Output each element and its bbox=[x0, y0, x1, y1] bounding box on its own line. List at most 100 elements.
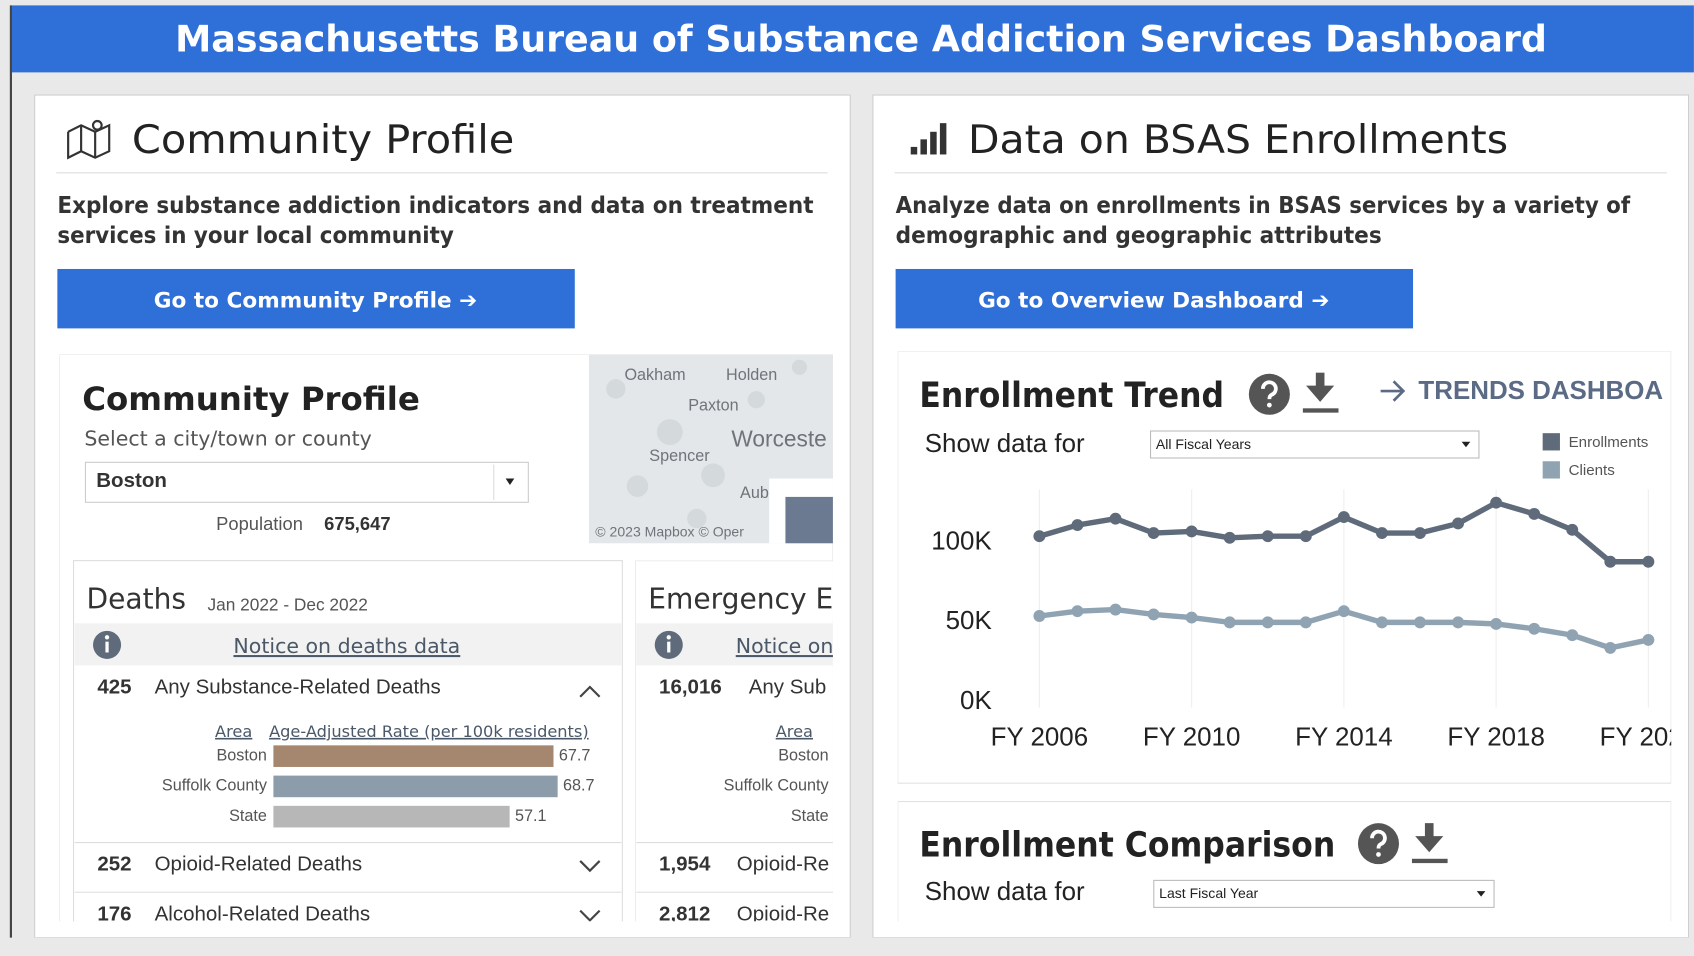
enrollment-comparison: Enrollment Comparison Show data for Last… bbox=[919, 823, 1495, 908]
dashboard-link[interactable]: TRENDS DASHBOA bbox=[1418, 377, 1663, 405]
panel-title: Data on BSAS Enrollments bbox=[968, 118, 1508, 163]
button-label[interactable]: Go to Community Profile ➔ bbox=[154, 288, 477, 313]
x-tick-label: FY 2018 bbox=[1447, 724, 1544, 752]
bar bbox=[273, 775, 558, 798]
download-icon[interactable] bbox=[1302, 372, 1339, 413]
series-point bbox=[1109, 512, 1122, 525]
comparison-card bbox=[897, 800, 1672, 922]
series-point bbox=[1223, 616, 1236, 629]
item-label: Any Sub bbox=[749, 676, 827, 699]
header-title: Massachusetts Bureau of Substance Addict… bbox=[175, 18, 1547, 61]
chevron-up[interactable] bbox=[579, 685, 601, 698]
panel-title: Community Profile bbox=[132, 118, 514, 163]
dropdown-caret[interactable] bbox=[505, 478, 515, 486]
filter-dropdown[interactable] bbox=[1150, 430, 1480, 459]
filter-dropdown[interactable] bbox=[1153, 879, 1495, 908]
view-title: Enrollment Trend bbox=[919, 376, 1224, 416]
button[interactable] bbox=[57, 268, 575, 329]
map-place: Oakham bbox=[624, 366, 685, 384]
notice-link[interactable]: Notice on bbox=[736, 634, 834, 658]
series-point bbox=[1109, 603, 1122, 616]
map-place: Holden bbox=[726, 366, 777, 384]
series-point bbox=[1299, 530, 1312, 543]
series-point bbox=[1414, 616, 1426, 629]
dropdown-value[interactable]: Boston bbox=[96, 469, 167, 492]
series-point bbox=[1223, 531, 1236, 544]
series-point bbox=[1566, 523, 1579, 536]
x-tick-label: FY 2010 bbox=[1143, 724, 1240, 752]
series-point bbox=[1490, 618, 1503, 630]
bar-label: Boston bbox=[778, 746, 828, 764]
series-point bbox=[1071, 605, 1084, 618]
notice-row bbox=[74, 623, 622, 666]
bar-label: State bbox=[791, 807, 829, 825]
item-label: Opioid-Re bbox=[737, 902, 829, 925]
filter-value[interactable]: Last Fiscal Year bbox=[1159, 885, 1258, 901]
community-preview: Community Profile Select a city/town or … bbox=[59, 354, 850, 925]
series-point bbox=[1071, 519, 1084, 531]
bars-icon bbox=[910, 123, 947, 155]
map-place: Aub bbox=[740, 484, 769, 502]
bar-label: Boston bbox=[217, 746, 267, 764]
y-tick-label: 0K bbox=[960, 687, 992, 715]
item-count: 425 bbox=[97, 676, 131, 699]
map-texture bbox=[606, 359, 808, 529]
preview-prompt: Select a city/town or county bbox=[84, 427, 371, 451]
series-point bbox=[1528, 622, 1541, 635]
series-point bbox=[1566, 629, 1579, 642]
series-point bbox=[1604, 555, 1617, 568]
item-count: 1,954 bbox=[659, 853, 711, 876]
dropdown-caret[interactable] bbox=[1461, 441, 1471, 448]
series-point bbox=[1375, 527, 1388, 539]
bar-value: 67.7 bbox=[559, 746, 591, 764]
bar-value: 57.1 bbox=[515, 807, 547, 825]
column-header[interactable]: Age-Adjusted Rate (per 100k residents) bbox=[269, 722, 589, 741]
map-place: Paxton bbox=[688, 396, 738, 414]
bar-label: Suffolk County bbox=[724, 777, 830, 795]
population-value: 675,647 bbox=[324, 513, 390, 534]
help-icon[interactable] bbox=[1248, 373, 1290, 415]
column-header[interactable]: Area bbox=[776, 722, 813, 741]
button-label[interactable]: Go to Overview Dashboard ➔ bbox=[978, 288, 1329, 313]
bar-label: State bbox=[229, 807, 267, 825]
bar bbox=[273, 745, 554, 767]
series-point bbox=[1642, 633, 1655, 646]
bar-value: 68.7 bbox=[563, 777, 595, 795]
button[interactable] bbox=[895, 268, 1414, 329]
item-label: Any Substance-Related Deaths bbox=[155, 676, 441, 699]
item-label: Alcohol-Related Deaths bbox=[155, 902, 371, 925]
filter-label: Show data for bbox=[925, 430, 1085, 458]
help-icon[interactable] bbox=[1357, 823, 1399, 865]
map: Oakham Holden Paxton Worceste Spencer Au… bbox=[588, 354, 833, 544]
x-tick-label: FY 2014 bbox=[1295, 724, 1392, 752]
item-label: Opioid-Re bbox=[737, 853, 829, 876]
rate-bars: Boston 67.7 Suffolk County 68.7 State 57.1 bbox=[162, 745, 595, 828]
download-icon[interactable] bbox=[1411, 823, 1448, 864]
notice-link[interactable]: Notice on deaths data bbox=[233, 634, 460, 658]
panel-description: Explore substance addiction indicators a… bbox=[57, 193, 813, 219]
legend-label: Enrollments bbox=[1569, 434, 1649, 451]
series-point bbox=[1528, 507, 1541, 520]
city-dropdown[interactable] bbox=[84, 461, 529, 503]
deaths-items: 425 Any Substance-Related Deaths 252 Opioid… bbox=[74, 676, 622, 925]
filter-value[interactable]: All Fiscal Years bbox=[1156, 436, 1251, 452]
series-point bbox=[1414, 527, 1426, 539]
item-count: 176 bbox=[97, 902, 131, 925]
item-count: 2,812 bbox=[659, 902, 710, 925]
dropdown-caret[interactable] bbox=[1476, 891, 1486, 897]
link-arrow[interactable] bbox=[1380, 380, 1406, 402]
x-tick-label: FY 2022 bbox=[1600, 724, 1694, 752]
chevron-down bbox=[579, 860, 601, 873]
card-period: Jan 2022 - Dec 2022 bbox=[208, 595, 368, 615]
item-label: Opioid-Related Deaths bbox=[155, 853, 363, 876]
x-tick-label: FY 2006 bbox=[991, 724, 1088, 752]
population-label: Population bbox=[216, 513, 303, 534]
series-point bbox=[1185, 611, 1198, 624]
panel-description: demographic and geographic attributes bbox=[896, 223, 1382, 249]
card-title: Emergency Ev bbox=[648, 583, 850, 616]
trend-card bbox=[897, 351, 1672, 784]
filter-label: Show data for bbox=[925, 878, 1085, 906]
series-point bbox=[1642, 555, 1655, 568]
column-header[interactable]: Area bbox=[215, 722, 252, 741]
